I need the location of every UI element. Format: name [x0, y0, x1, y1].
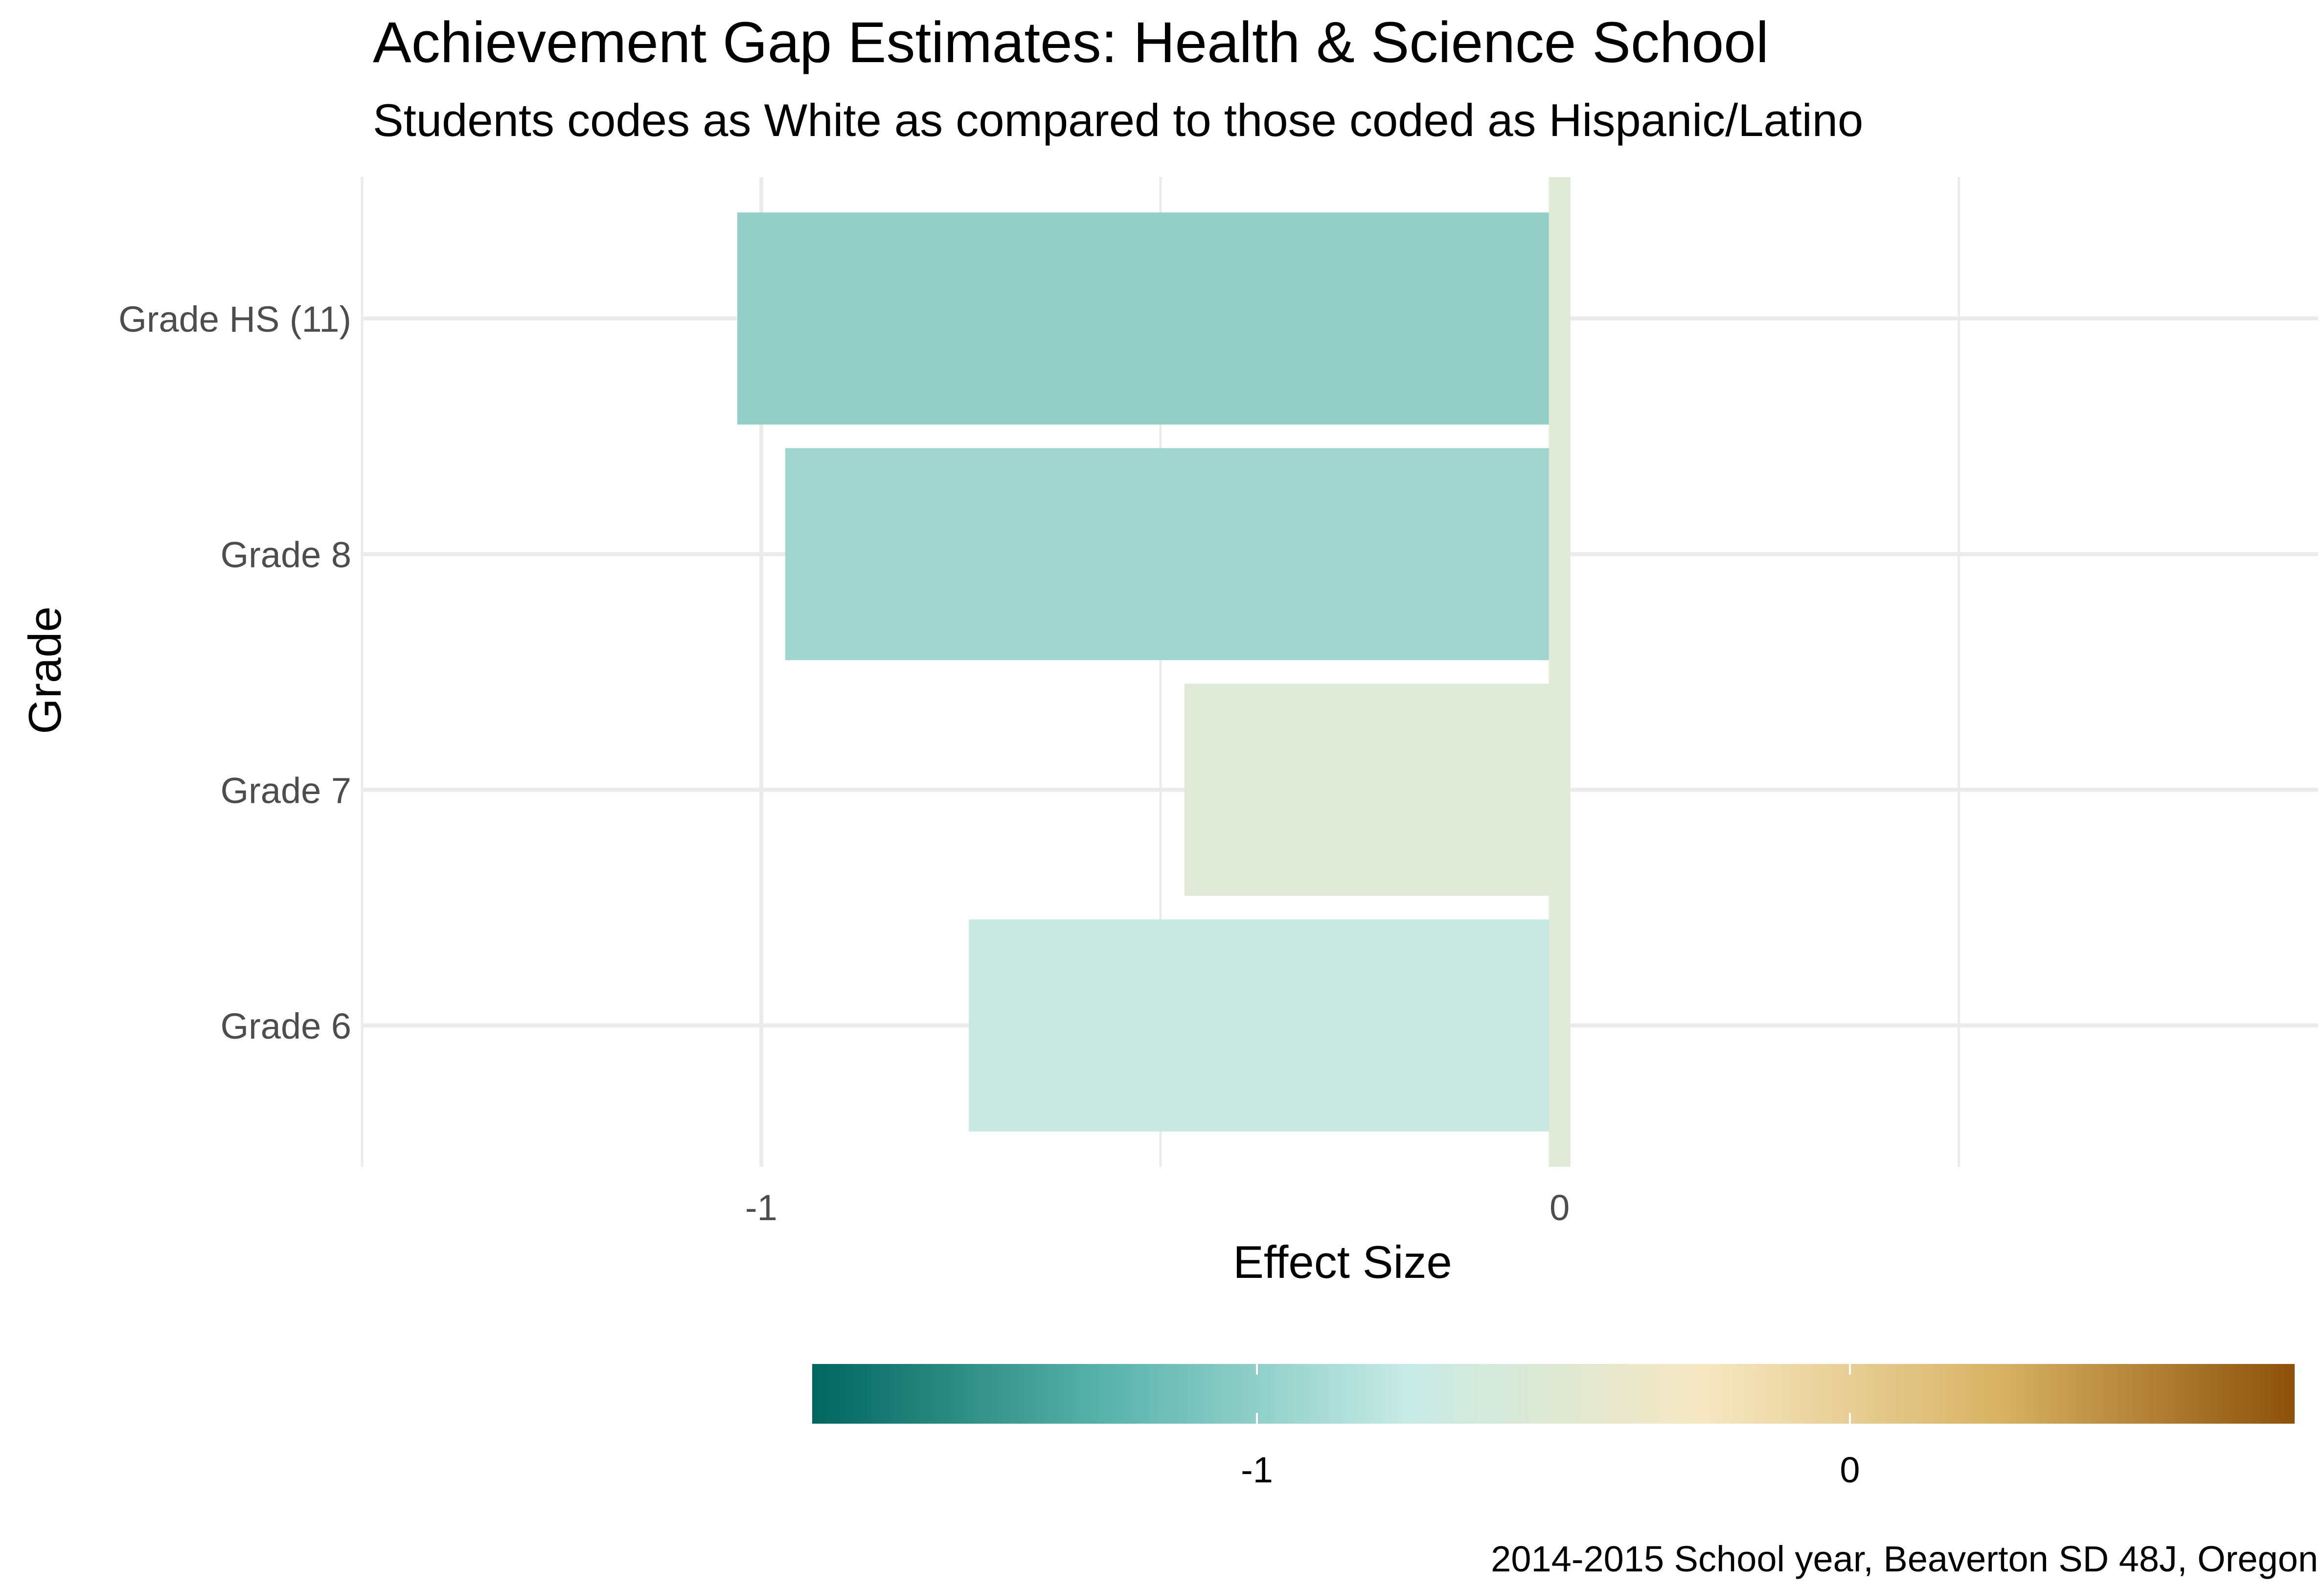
bar-grade-8	[785, 448, 1560, 660]
chart-caption: 2014-2015 School year, Beaverton SD 48J,…	[1491, 1539, 2318, 1579]
bar-grade-6	[969, 919, 1560, 1132]
x-tick-label: -1	[745, 1187, 777, 1228]
x-tick-label: 0	[1549, 1187, 1570, 1228]
y-tick-label: Grade 8	[221, 535, 351, 575]
legend-tick-label: 0	[1840, 1450, 1860, 1490]
legend-colorbar	[812, 1364, 2295, 1424]
legend-tick-label: -1	[1241, 1450, 1273, 1490]
y-tick-labels: Grade 6 Grade 7 Grade 8 Grade HS (11)	[118, 299, 351, 1046]
bar-grade-hs-11	[737, 212, 1560, 425]
bar-grade-7	[1184, 683, 1560, 896]
x-axis-title: Effect Size	[1233, 1236, 1452, 1288]
y-tick-label: Grade HS (11)	[118, 299, 351, 340]
y-axis-title: Grade	[19, 606, 70, 734]
y-tick-label: Grade 6	[221, 1006, 351, 1046]
legend-tick-marks	[1256, 1364, 1851, 1424]
y-tick-label: Grade 7	[221, 770, 351, 811]
chart-subtitle: Students codes as White as compared to t…	[373, 94, 1863, 146]
legend-tick-labels: -1 0	[1241, 1450, 1860, 1490]
zero-reference-line	[1549, 177, 1571, 1167]
bars-group	[737, 177, 1571, 1167]
chart-title: Achievement Gap Estimates: Health & Scie…	[373, 10, 1769, 75]
x-tick-labels: -1 0	[745, 1187, 1570, 1228]
